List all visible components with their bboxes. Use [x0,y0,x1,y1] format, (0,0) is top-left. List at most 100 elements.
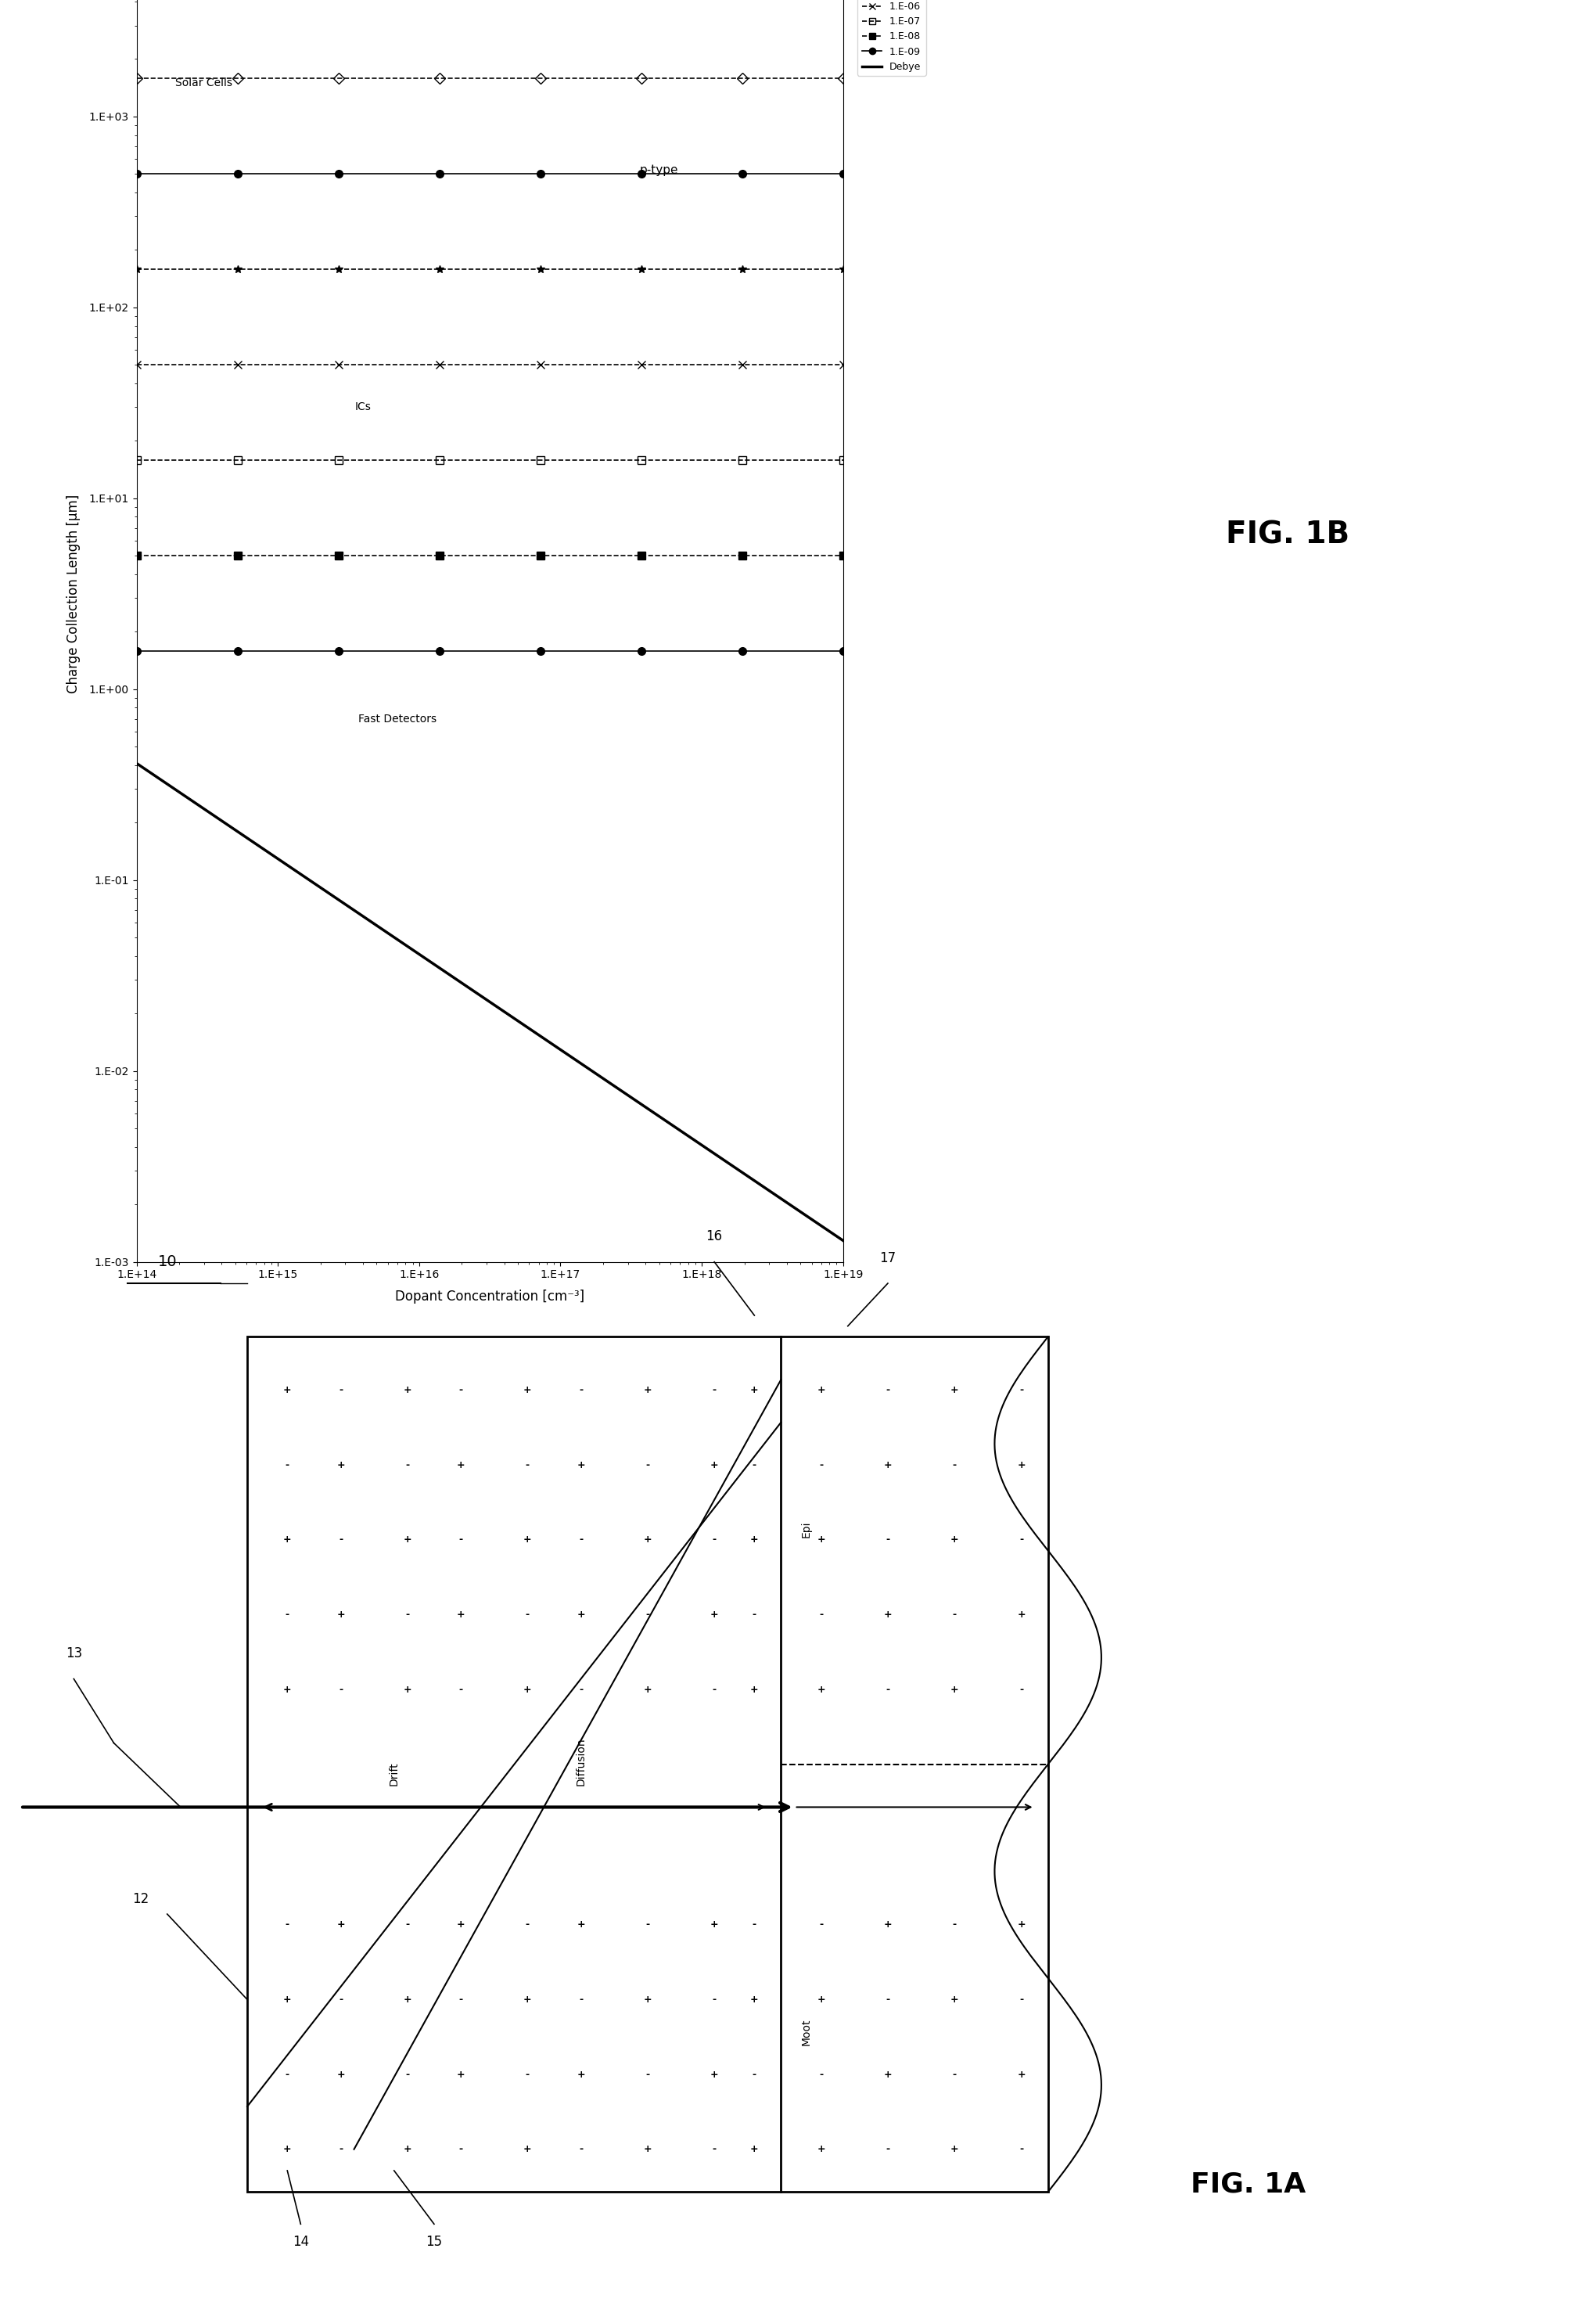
Text: -: - [286,1611,289,1620]
Text: +: + [950,1385,959,1394]
Text: +: + [750,1685,758,1694]
Text: +: + [523,1685,532,1694]
Text: FIG. 1B: FIG. 1B [1226,521,1349,548]
Text: Fast Detectors: Fast Detectors [358,713,436,725]
Text: 17: 17 [879,1250,896,1264]
Text: -: - [286,2068,289,2080]
Text: +: + [644,1534,652,1545]
Text: Diffusion: Diffusion [576,1738,586,1785]
Text: +: + [710,2068,719,2080]
Text: -: - [405,1459,410,1471]
Text: +: + [403,1534,411,1545]
Text: +: + [523,1385,532,1394]
Text: -: - [286,1920,289,1929]
Text: +: + [457,1920,465,1929]
Text: -: - [458,2145,463,2154]
Text: -: - [645,1920,650,1929]
Text: Drift: Drift [389,1762,399,1785]
Text: -: - [579,1385,582,1394]
Text: Solar Cells: Solar Cells [176,77,232,88]
Text: -: - [339,1685,342,1694]
Text: -: - [405,1611,410,1620]
Text: -: - [579,1685,582,1694]
Text: +: + [950,1534,959,1545]
Text: +: + [283,1385,292,1394]
Text: +: + [576,1920,586,1929]
Text: -: - [885,2145,890,2154]
Text: -: - [339,1385,342,1394]
Text: +: + [283,1994,292,2006]
Text: -: - [713,1534,716,1545]
Text: +: + [283,2145,292,2154]
Text: -: - [953,1611,956,1620]
Text: +: + [884,1459,892,1471]
Text: -: - [953,1920,956,1929]
Text: -: - [339,1994,342,2006]
Text: Moot: Moot [801,2017,812,2045]
Text: +: + [457,1611,465,1620]
Text: -: - [645,1611,650,1620]
Bar [246,1336,1047,2192]
Text: -: - [953,1459,956,1471]
Text: +: + [523,2145,532,2154]
Text: +: + [576,1611,586,1620]
Text: 16: 16 [706,1229,722,1243]
Text: 15: 15 [425,2233,443,2250]
Text: -: - [526,1459,529,1471]
Text: -: - [579,2145,582,2154]
Text: +: + [884,1611,892,1620]
Text: +: + [710,1920,719,1929]
Text: +: + [816,1385,826,1394]
Text: -: - [820,2068,823,2080]
Text: -: - [339,2145,342,2154]
Text: -: - [458,1385,463,1394]
Text: -: - [752,1920,757,1929]
Text: -: - [752,1611,757,1620]
Text: +: + [750,1534,758,1545]
Text: +: + [283,1685,292,1694]
Text: -: - [458,1534,463,1545]
Text: +: + [403,1385,411,1394]
Text: -: - [579,1994,582,2006]
Text: FIG. 1A: FIG. 1A [1190,2171,1306,2199]
Text: +: + [816,1685,826,1694]
Text: -: - [885,1385,890,1394]
Text: ICs: ICs [355,402,371,414]
Text: +: + [816,2145,826,2154]
Text: +: + [816,1534,826,1545]
Text: +: + [750,2145,758,2154]
Text: -: - [526,2068,529,2080]
Text: +: + [1017,1920,1025,1929]
Text: -: - [339,1534,342,1545]
Text: -: - [1019,2145,1024,2154]
Text: 13: 13 [66,1645,82,1662]
Text: +: + [457,2068,465,2080]
Text: -: - [885,1994,890,2006]
Text: +: + [1017,1459,1025,1471]
Text: +: + [750,1994,758,2006]
Text: -: - [885,1534,890,1545]
Text: -: - [1019,1385,1024,1394]
Text: +: + [816,1994,826,2006]
Text: -: - [645,1459,650,1471]
Text: +: + [336,2068,345,2080]
Text: +: + [283,1534,292,1545]
X-axis label: Dopant Concentration [cm⁻³]: Dopant Concentration [cm⁻³] [396,1290,584,1304]
Text: -: - [1019,1534,1024,1545]
Text: -: - [405,2068,410,2080]
Text: +: + [644,2145,652,2154]
Legend: 1.E-03, 1.E-04, 1.E-05, 1.E-06, 1.E-07, 1.E-08, 1.E-09, Debye: 1.E-03, 1.E-04, 1.E-05, 1.E-06, 1.E-07, … [857,0,926,77]
Text: -: - [820,1920,823,1929]
Text: -: - [286,1459,289,1471]
Text: -: - [953,2068,956,2080]
Text: -: - [1019,1685,1024,1694]
Text: -: - [713,2145,716,2154]
Text: -: - [458,1685,463,1694]
Text: 10: 10 [157,1255,177,1269]
Text: +: + [750,1385,758,1394]
Text: -: - [713,1685,716,1694]
Text: +: + [576,2068,586,2080]
Y-axis label: Charge Collection Length [μm]: Charge Collection Length [μm] [66,495,80,693]
Text: +: + [950,1685,959,1694]
Text: 12: 12 [132,1892,149,1906]
